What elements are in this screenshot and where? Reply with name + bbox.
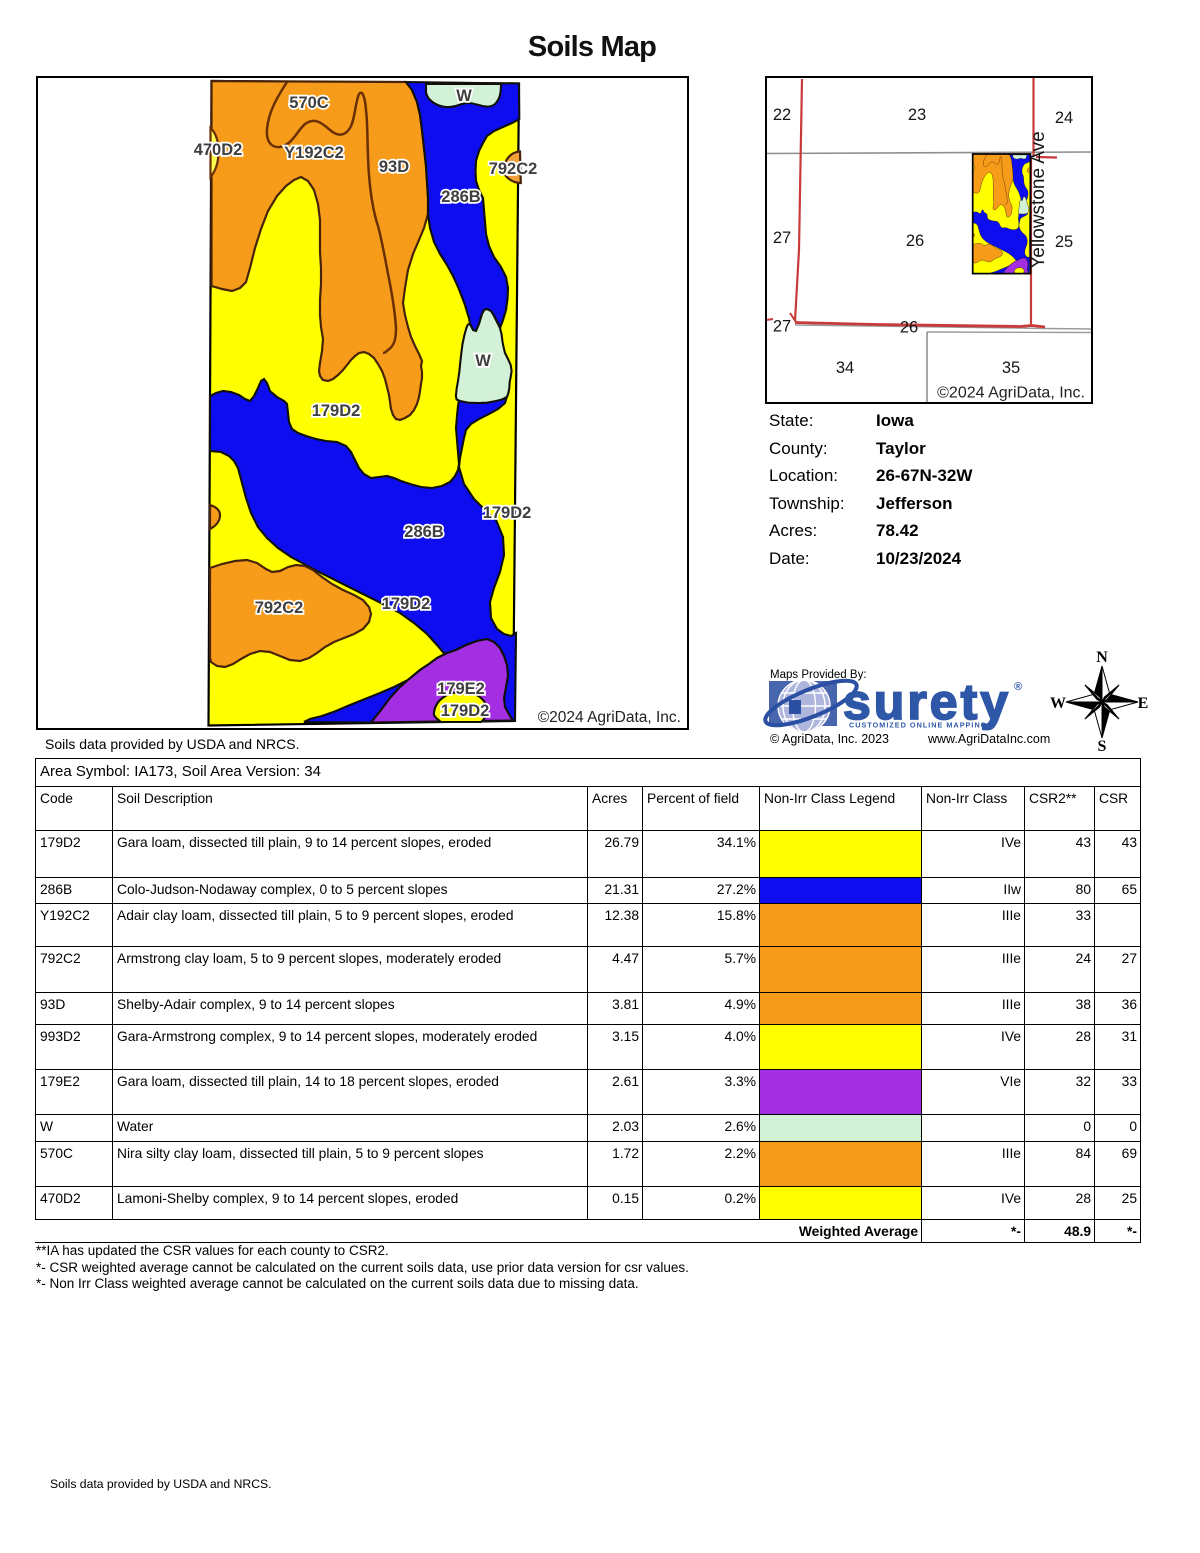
- svg-text:surety: surety: [843, 674, 1011, 730]
- svg-text:179D2: 179D2: [312, 402, 361, 420]
- svg-text:179D2: 179D2: [483, 504, 532, 522]
- svg-text:286B: 286B: [441, 188, 481, 206]
- svg-text:24: 24: [1055, 109, 1073, 127]
- svg-text:©2024 AgriData, Inc.: ©2024 AgriData, Inc.: [937, 385, 1085, 402]
- svg-text:CUSTOMIZED ONLINE MAPPING: CUSTOMIZED ONLINE MAPPING: [849, 721, 987, 730]
- svg-text:© AgriData, Inc. 2023: © AgriData, Inc. 2023: [770, 732, 889, 746]
- svg-text:W: W: [1050, 695, 1066, 712]
- svg-text:570C: 570C: [289, 94, 329, 112]
- svg-text:27: 27: [773, 318, 791, 336]
- svg-text:Yellowstone Ave: Yellowstone Ave: [1028, 131, 1049, 268]
- svg-text:Maps Provided By:: Maps Provided By:: [770, 669, 867, 681]
- svg-text:286B: 286B: [404, 523, 444, 541]
- svg-text:792C2: 792C2: [489, 160, 538, 178]
- svg-text:N: N: [1096, 649, 1108, 666]
- svg-text:93D: 93D: [379, 158, 409, 176]
- svg-text:26: 26: [906, 232, 924, 250]
- svg-text:27: 27: [773, 229, 791, 247]
- svg-text:S: S: [1098, 738, 1107, 755]
- svg-text:25: 25: [1055, 233, 1073, 251]
- svg-text:34: 34: [836, 359, 854, 377]
- svg-text:179D2: 179D2: [441, 702, 490, 720]
- svg-text:470D2: 470D2: [194, 141, 243, 159]
- svg-text:179D2: 179D2: [382, 595, 431, 613]
- svg-text:W: W: [456, 87, 472, 105]
- svg-text:35: 35: [1002, 359, 1020, 377]
- svg-text:26: 26: [900, 319, 918, 337]
- svg-text:W: W: [475, 352, 491, 370]
- svg-text:792C2: 792C2: [255, 599, 304, 617]
- svg-text:23: 23: [908, 106, 926, 124]
- svg-text:179E2: 179E2: [437, 680, 485, 698]
- svg-text:E: E: [1138, 695, 1149, 712]
- svg-text:Y192C2: Y192C2: [284, 144, 344, 162]
- svg-text:®: ®: [1014, 681, 1022, 693]
- svg-text:22: 22: [773, 106, 791, 124]
- svg-text:www.AgriDataInc.com: www.AgriDataInc.com: [927, 732, 1050, 746]
